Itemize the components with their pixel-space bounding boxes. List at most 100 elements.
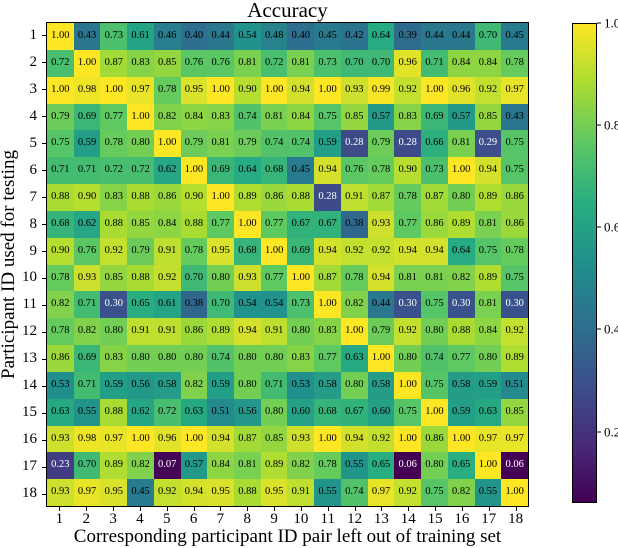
x-tick-label: 2 (73, 507, 100, 528)
heatmap-cell: 0.62 (127, 398, 154, 426)
chart-title: Accuracy (247, 0, 328, 22)
heatmap-cell: 1.00 (207, 76, 235, 104)
heatmap-cell: 0.82 (180, 371, 208, 399)
heatmap-cell: 0.89 (207, 318, 235, 345)
heatmap-cell: 0.30 (501, 291, 528, 319)
heatmap-cell: 0.59 (100, 371, 128, 399)
colorbar-tick-label: 0.2 (604, 424, 618, 439)
heatmap-cell: 0.86 (501, 210, 528, 238)
heatmap-cell: 0.97 (474, 425, 502, 453)
heatmap-cell: 0.69 (73, 103, 101, 131)
colorbar-tick: 1.0 (597, 17, 618, 30)
heatmap-cell: 0.76 (73, 237, 101, 265)
heatmap-cell: 1.00 (314, 76, 341, 104)
heatmap-cell: 0.40 (287, 23, 315, 50)
x-tick-label: 3 (100, 507, 127, 528)
heatmap-cell: 0.84 (287, 103, 315, 131)
heatmap-cell: 0.81 (234, 452, 261, 480)
heatmap-cell: 0.63 (340, 345, 368, 372)
x-tick-label: 11 (314, 507, 341, 528)
heatmap-cell: 0.76 (207, 49, 235, 77)
heatmap-cell: 0.93 (47, 479, 74, 506)
heatmap-cell: 0.88 (47, 184, 74, 211)
heatmap-cell: 1.00 (207, 184, 235, 211)
heatmap-cell: 0.94 (234, 318, 261, 345)
heatmap-cell: 0.80 (100, 318, 128, 345)
heatmap-cell: 0.80 (234, 371, 261, 399)
heatmap-cell: 0.79 (367, 130, 395, 158)
heatmap-cell: 0.84 (153, 210, 181, 238)
heatmap-cell: 1.00 (234, 210, 261, 238)
heatmap-cell: 0.82 (47, 291, 74, 319)
heatmap-cell: 0.81 (394, 264, 422, 292)
heatmap-cell: 0.06 (394, 452, 422, 480)
heatmap-cell: 0.83 (100, 184, 128, 211)
heatmap-cell: 0.78 (501, 49, 528, 77)
heatmap-cell: 0.88 (287, 184, 315, 211)
heatmap-cell: 0.78 (153, 76, 181, 104)
heatmap-cell: 0.88 (100, 210, 128, 238)
colorbar-tick-label: 1.0 (604, 15, 618, 31)
heatmap-cell: 0.93 (73, 264, 101, 292)
heatmap-cell: 0.80 (153, 345, 181, 372)
heatmap-cell: 0.81 (421, 264, 448, 292)
heatmap-cell: 0.38 (340, 210, 368, 238)
x-axis-ticks: 1 2 3 4 5 6 7 8 9 10 11 12 13 14 15 16 17 18 (46, 507, 529, 528)
heatmap-cell: 0.57 (447, 103, 475, 131)
heatmap-cell: 0.85 (127, 210, 154, 238)
x-tick-label: 14 (395, 507, 422, 528)
x-tick-label: 9 (261, 507, 288, 528)
heatmap-cell: 0.94 (367, 264, 395, 292)
x-tick-label: 1 (46, 507, 73, 528)
heatmap-cell: 0.85 (100, 264, 128, 292)
colorbar-tick-label: 0.6 (604, 219, 618, 235)
heatmap-cell: 0.88 (180, 210, 208, 238)
heatmap-cell: 0.77 (394, 210, 422, 238)
heatmap-cell: 0.93 (340, 76, 368, 104)
heatmap-cell: 0.54 (234, 23, 261, 50)
heatmap-cell: 0.77 (447, 345, 475, 372)
heatmap-cell: 0.71 (73, 371, 101, 399)
heatmap-cell: 0.95 (207, 237, 235, 265)
heatmap-cell: 0.81 (207, 130, 235, 158)
heatmap-cell: 0.92 (367, 425, 395, 453)
heatmap-cell: 0.89 (501, 345, 528, 372)
heatmap-cell: 0.85 (153, 49, 181, 77)
heatmap-cell: 0.28 (394, 130, 422, 158)
heatmap-cell: 0.84 (474, 49, 502, 77)
heatmap-cell: 0.72 (47, 49, 74, 77)
heatmap-cell: 0.59 (314, 130, 341, 158)
heatmap-cell: 1.00 (314, 291, 341, 319)
y-tick-label: 2 (0, 49, 46, 76)
heatmap-cell: 0.60 (367, 398, 395, 426)
heatmap-cell: 0.92 (394, 76, 422, 104)
heatmap-cell: 0.72 (260, 49, 288, 77)
heatmap-cell: 0.75 (421, 479, 448, 506)
heatmap-cell: 0.83 (207, 103, 235, 131)
heatmap-cell: 0.92 (474, 76, 502, 104)
heatmap-cell: 0.51 (207, 398, 235, 426)
heatmap-cell: 0.90 (394, 157, 422, 184)
heatmap-cell: 0.55 (314, 479, 341, 506)
heatmap-cell: 0.92 (367, 237, 395, 265)
heatmap-cell: 0.64 (234, 157, 261, 184)
colorbar-tick: 0.6 (597, 221, 618, 234)
heatmap-cell: 0.90 (234, 76, 261, 104)
heatmap-cell: 0.62 (153, 157, 181, 184)
heatmap-cell: 0.78 (340, 264, 368, 292)
heatmap-cell: 0.82 (153, 103, 181, 131)
heatmap-cell: 0.83 (394, 103, 422, 131)
heatmap-cell: 0.79 (47, 103, 74, 131)
heatmap-cell: 0.75 (501, 130, 528, 158)
heatmap-cell: 0.76 (340, 157, 368, 184)
heatmap-cell: 1.00 (421, 76, 448, 104)
heatmap-cell: 0.57 (367, 103, 395, 131)
heatmap-cell: 0.70 (180, 264, 208, 292)
heatmap-cell: 0.92 (394, 318, 422, 345)
heatmap-cell: 0.71 (260, 371, 288, 399)
heatmap-cell: 0.73 (100, 23, 128, 50)
heatmap-cell: 0.07 (153, 452, 181, 480)
x-tick-label: 15 (422, 507, 449, 528)
y-tick-label: 15 (0, 399, 46, 426)
heatmap-cell: 0.78 (180, 237, 208, 265)
